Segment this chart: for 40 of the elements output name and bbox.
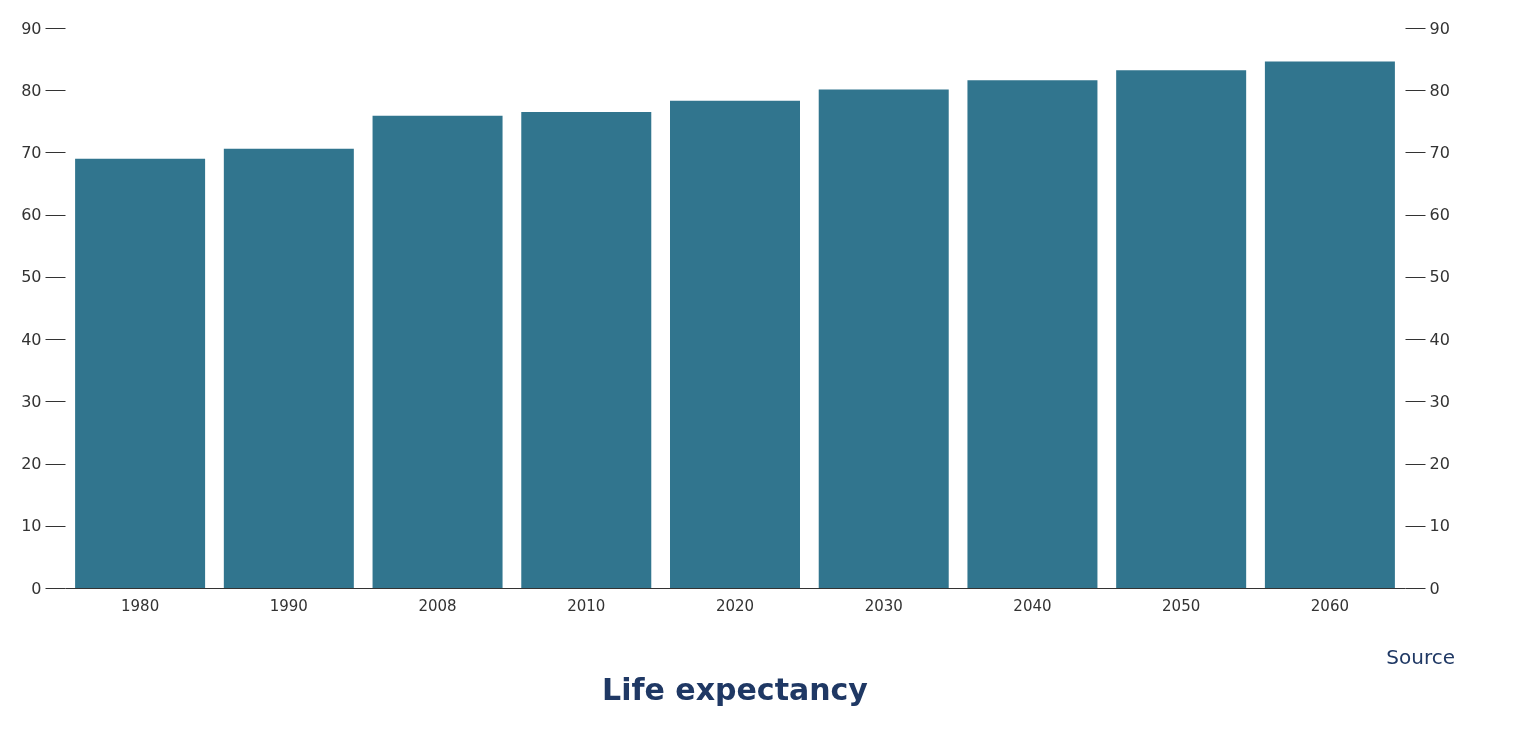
x-tick-label: 2008 [418, 596, 457, 615]
y2-tick-label: 20 [1429, 454, 1450, 474]
x-tick-label: 2010 [567, 596, 606, 615]
bar [372, 115, 503, 588]
y-tick-label: 60 [21, 205, 42, 225]
bar [818, 89, 949, 588]
y2-tick-label: 80 [1429, 80, 1450, 100]
x-tick-label: 2060 [1310, 596, 1349, 615]
text: Source [1386, 645, 1455, 669]
y-tick-label: 70 [21, 142, 42, 162]
y-tick-label: 20 [21, 454, 42, 474]
y-tick-label: 80 [21, 80, 42, 100]
y-tick-label: 50 [21, 267, 42, 287]
x-tick-label: 1980 [121, 596, 160, 615]
bar [967, 80, 1098, 588]
bar [1264, 61, 1395, 588]
y-tick-label: 40 [21, 329, 42, 349]
x-tick-label: 1990 [269, 596, 308, 615]
y-tick-label: 30 [21, 391, 42, 411]
y2-tick-label: 90 [1429, 18, 1450, 38]
bar [1116, 70, 1247, 588]
y2-tick-label: 30 [1429, 391, 1450, 411]
y2-tick-label: 0 [1429, 578, 1440, 598]
y2-tick-label: 10 [1429, 516, 1450, 536]
text: Life expectancy [602, 672, 869, 707]
x-tick-label: 2030 [864, 596, 903, 615]
y-tick-label: 10 [21, 516, 42, 536]
y2-tick-label: 70 [1429, 142, 1450, 162]
y2-tick-label: 60 [1429, 205, 1450, 225]
x-tick-label: 2050 [1162, 596, 1201, 615]
bar [670, 100, 800, 588]
x-tick-label: 2040 [1013, 596, 1052, 615]
y-tick-label: 0 [31, 578, 42, 598]
x-tick-label: 2020 [715, 596, 755, 615]
y2-tick-label: 40 [1429, 329, 1450, 349]
y2-tick-label: 50 [1429, 267, 1450, 287]
bar [75, 158, 206, 588]
bar [521, 112, 652, 588]
bar [223, 148, 354, 588]
y-tick-label: 90 [21, 18, 42, 38]
